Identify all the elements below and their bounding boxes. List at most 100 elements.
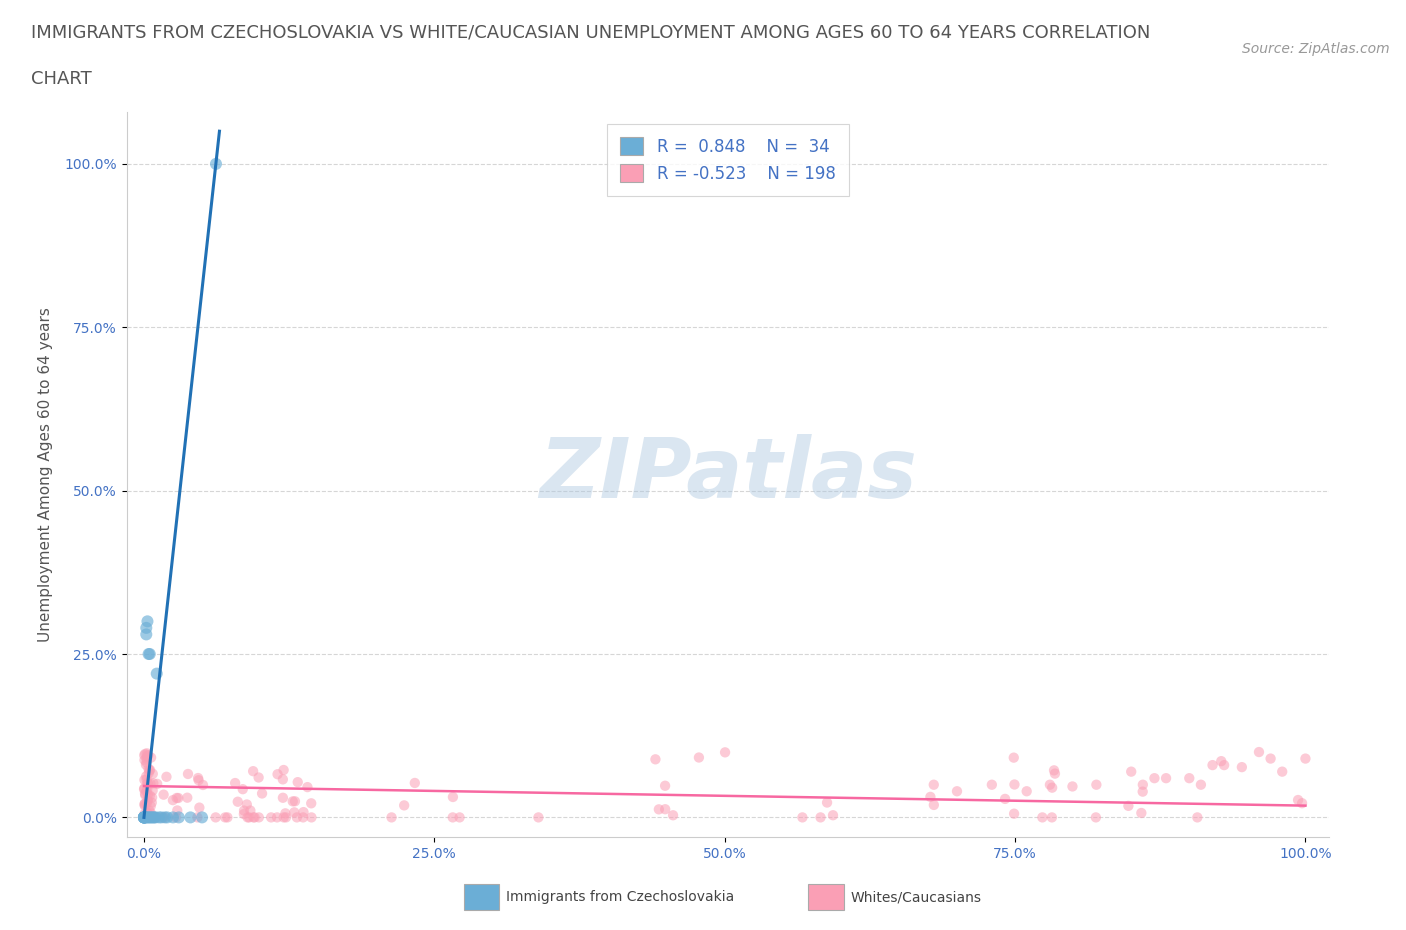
Text: IMMIGRANTS FROM CZECHOSLOVAKIA VS WHITE/CAUCASIAN UNEMPLOYMENT AMONG AGES 60 TO : IMMIGRANTS FROM CZECHOSLOVAKIA VS WHITE/… xyxy=(31,23,1150,41)
Point xyxy=(136,810,159,825)
Point xyxy=(285,810,308,825)
Point xyxy=(135,797,157,812)
Point xyxy=(138,810,160,825)
Point xyxy=(980,777,1002,792)
Point xyxy=(281,794,304,809)
Point xyxy=(136,782,159,797)
Point xyxy=(152,810,174,825)
Point xyxy=(1085,777,1108,792)
Point xyxy=(1084,810,1107,825)
Point xyxy=(1143,771,1166,786)
Point xyxy=(135,772,157,787)
Point xyxy=(134,810,156,825)
Point xyxy=(1213,758,1236,773)
Point xyxy=(132,810,155,825)
Point xyxy=(188,800,211,815)
Point xyxy=(404,776,426,790)
Point xyxy=(292,810,315,825)
Point xyxy=(1015,784,1038,799)
Point xyxy=(145,810,167,825)
Point xyxy=(135,810,157,825)
Point xyxy=(134,810,156,825)
Point xyxy=(284,794,307,809)
Point xyxy=(132,810,155,825)
Point xyxy=(271,790,294,805)
Point xyxy=(134,786,156,801)
Point xyxy=(135,810,157,825)
Point xyxy=(392,798,415,813)
Point xyxy=(136,810,159,825)
Point xyxy=(1062,779,1084,794)
Point xyxy=(266,766,288,781)
Point xyxy=(441,790,464,804)
Point xyxy=(135,757,157,772)
Point xyxy=(141,795,163,810)
Point xyxy=(136,793,159,808)
Point xyxy=(134,798,156,813)
Point xyxy=(145,810,167,825)
Point xyxy=(810,810,832,825)
Point xyxy=(273,763,295,777)
Point xyxy=(139,751,162,765)
Text: ZIPatlas: ZIPatlas xyxy=(538,433,917,515)
Point xyxy=(135,620,157,635)
Point xyxy=(136,776,159,790)
Point xyxy=(150,810,173,825)
Point xyxy=(266,810,288,825)
Point xyxy=(233,804,256,818)
Point xyxy=(165,810,187,825)
Point xyxy=(1154,771,1177,786)
Point xyxy=(301,810,323,825)
Point xyxy=(141,810,163,825)
Point xyxy=(236,797,259,812)
Point xyxy=(135,784,157,799)
Point xyxy=(292,804,315,819)
Point xyxy=(132,810,155,825)
Point xyxy=(441,810,464,825)
Point xyxy=(138,762,160,777)
Point xyxy=(134,810,156,825)
Point xyxy=(179,810,201,825)
Text: Source: ZipAtlas.com: Source: ZipAtlas.com xyxy=(1241,42,1389,56)
Point xyxy=(1002,806,1025,821)
Point xyxy=(143,810,166,825)
Point xyxy=(191,810,214,825)
Point xyxy=(922,798,945,813)
Point xyxy=(297,779,319,794)
Point xyxy=(648,802,671,817)
Point xyxy=(1121,764,1143,779)
Point xyxy=(273,810,295,825)
Point xyxy=(1178,771,1201,786)
Point xyxy=(135,810,157,825)
Point xyxy=(146,777,169,791)
Point xyxy=(136,805,159,820)
Point xyxy=(792,810,814,825)
Point xyxy=(1039,777,1062,792)
Point xyxy=(1130,805,1153,820)
Point xyxy=(136,776,159,790)
Point xyxy=(135,751,157,766)
Point xyxy=(132,810,155,825)
Point xyxy=(287,775,309,790)
Point xyxy=(815,795,838,810)
Point xyxy=(153,810,176,825)
Point xyxy=(1247,745,1270,760)
Point xyxy=(1291,796,1313,811)
Point xyxy=(134,810,156,825)
Point xyxy=(136,750,159,764)
Point xyxy=(134,752,156,767)
Point xyxy=(191,777,214,792)
Point xyxy=(138,646,160,661)
Point xyxy=(1043,763,1066,777)
Point xyxy=(141,810,163,825)
Point xyxy=(239,804,262,818)
Point xyxy=(136,792,159,807)
Point xyxy=(166,790,188,805)
Point xyxy=(142,783,165,798)
Point xyxy=(162,792,184,807)
Point xyxy=(1211,753,1233,768)
Point xyxy=(821,808,844,823)
Point xyxy=(177,766,200,781)
Point xyxy=(135,755,157,770)
Point xyxy=(714,745,737,760)
